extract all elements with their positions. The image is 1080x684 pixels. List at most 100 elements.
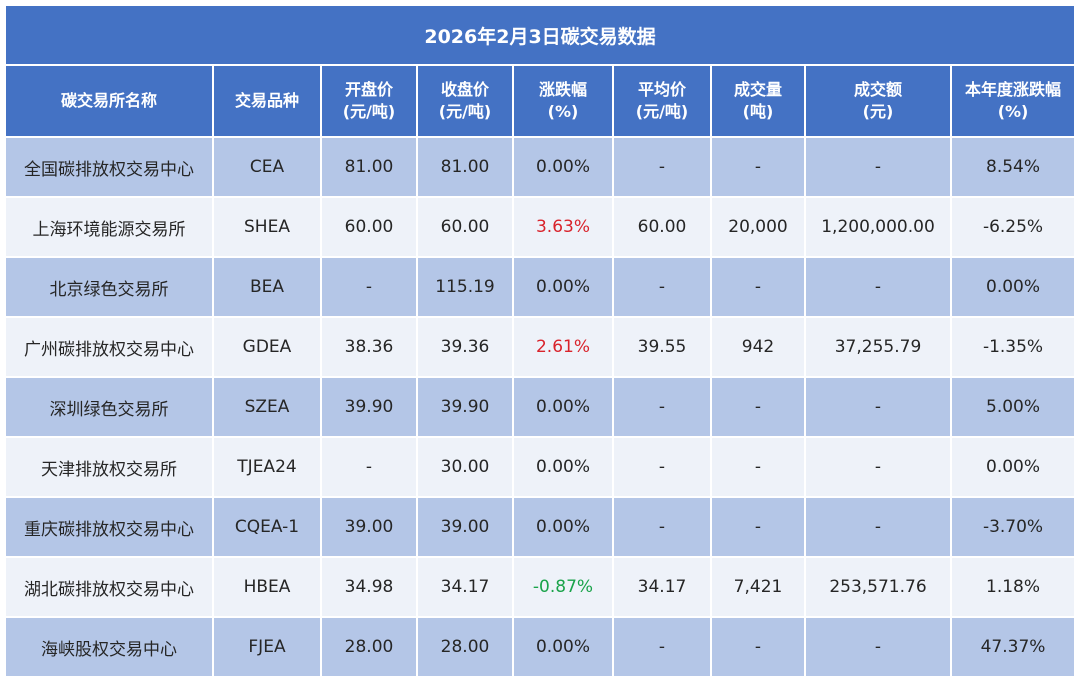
table-body: 全国碳排放权交易中心 CEA 81.00 81.00 0.00% - - -8.54% 上海环境… bbox=[4, 136, 1077, 678]
exchange-name-cell: 重庆碳排放权交易中心 bbox=[4, 496, 214, 558]
table-row: 重庆碳排放权交易中心 CQEA-1 39.00 39.00 0.00% - - - -3.70% bbox=[4, 496, 1077, 558]
table-row: 广州碳排放权交易中心 GDEA 38.36 39.36 2.61% 39.55 942 37,… bbox=[4, 316, 1077, 378]
column-header-title: 开盘价 bbox=[344, 80, 393, 99]
open-price-cell: - bbox=[320, 256, 418, 318]
close-price-cell: 39.90 bbox=[416, 376, 514, 438]
table-row: 湖北碳排放权交易中心 HBEA 34.98 34.17 -0.87% 34.17 7,421… bbox=[4, 556, 1077, 618]
change-cell: 0.00% bbox=[512, 436, 614, 498]
product-code-cell: TJEA24 bbox=[212, 436, 322, 498]
exchange-name-cell: 北京绿色交易所 bbox=[4, 256, 214, 318]
open-price-cell: - bbox=[320, 436, 418, 498]
exchange-name-cell: 湖北碳排放权交易中心 bbox=[4, 556, 214, 618]
volume-cell: 20,000 bbox=[710, 196, 806, 258]
column-header: 成交量 (吨) bbox=[710, 64, 806, 138]
product-code-cell: BEA bbox=[212, 256, 322, 318]
column-header-unit: (元/吨) bbox=[438, 102, 492, 121]
volume-cell: - bbox=[710, 496, 806, 558]
close-price-cell: 60.00 bbox=[416, 196, 514, 258]
ytd-change-cell: -6.25% bbox=[949, 196, 1077, 258]
close-price-cell: 34.17 bbox=[416, 556, 514, 618]
carbon-trading-table: 2026年2月3日碳交易数据 碳交易所名称 交易品种 开盘价 (元/吨) 收盘价 (元/吨… bbox=[3, 4, 1077, 678]
ytd-change-cell: -1.35% bbox=[949, 316, 1077, 378]
change-cell: 0.00% bbox=[512, 616, 614, 678]
volume-cell: - bbox=[710, 256, 806, 318]
average-price-cell: - bbox=[612, 376, 712, 438]
average-price-cell: 34.17 bbox=[612, 556, 712, 618]
product-code-cell: SZEA bbox=[212, 376, 322, 438]
product-code-cell: CEA bbox=[212, 136, 322, 198]
column-header-title: 平均价 bbox=[637, 80, 686, 99]
amount-cell: - bbox=[804, 496, 952, 558]
amount-cell: - bbox=[804, 256, 952, 318]
volume-cell: - bbox=[710, 376, 806, 438]
column-header-title: 收盘价 bbox=[440, 80, 489, 99]
volume-cell: - bbox=[710, 136, 806, 198]
change-cell: 0.00% bbox=[512, 376, 614, 438]
product-code-cell: GDEA bbox=[212, 316, 322, 378]
average-price-cell: - bbox=[612, 496, 712, 558]
amount-cell: - bbox=[804, 616, 952, 678]
ytd-change-cell: 0.00% bbox=[949, 436, 1077, 498]
ytd-change-cell: -3.70% bbox=[949, 496, 1077, 558]
column-header-title: 碳交易所名称 bbox=[60, 91, 157, 110]
column-header: 涨跌幅 (%) bbox=[512, 64, 614, 138]
column-header-unit: (元/吨) bbox=[342, 102, 396, 121]
amount-cell: - bbox=[804, 136, 952, 198]
volume-cell: - bbox=[710, 616, 806, 678]
table-row: 天津排放权交易所 TJEA24-30.00 0.00% - - -0.00% bbox=[4, 436, 1077, 498]
column-header-title: 成交额 bbox=[853, 80, 902, 99]
open-price-cell: 39.00 bbox=[320, 496, 418, 558]
column-header-unit: (%) bbox=[547, 102, 579, 121]
average-price-cell: - bbox=[612, 436, 712, 498]
exchange-name-cell: 海峡股权交易中心 bbox=[4, 616, 214, 678]
amount-cell: 1,200,000.00 bbox=[804, 196, 952, 258]
exchange-name-cell: 广州碳排放权交易中心 bbox=[4, 316, 214, 378]
exchange-name-cell: 天津排放权交易所 bbox=[4, 436, 214, 498]
open-price-cell: 38.36 bbox=[320, 316, 418, 378]
column-header: 碳交易所名称 bbox=[4, 64, 214, 138]
table-row: 上海环境能源交易所 SHEA 60.00 60.00 3.63% 60.00 20,000 1… bbox=[4, 196, 1077, 258]
table-title: 2026年2月3日碳交易数据 bbox=[3, 4, 1077, 66]
exchange-name-cell: 全国碳排放权交易中心 bbox=[4, 136, 214, 198]
column-header: 成交额 (元) bbox=[804, 64, 952, 138]
open-price-cell: 34.98 bbox=[320, 556, 418, 618]
change-cell: -0.87% bbox=[512, 556, 614, 618]
ytd-change-cell: 5.00% bbox=[949, 376, 1077, 438]
table-row: 深圳绿色交易所 SZEA 39.90 39.90 0.00% - - -5.00% bbox=[4, 376, 1077, 438]
ytd-change-cell: 47.37% bbox=[949, 616, 1077, 678]
volume-cell: - bbox=[710, 436, 806, 498]
column-header-unit: (%) bbox=[997, 102, 1029, 121]
table-row: 海峡股权交易中心 FJEA 28.00 28.00 0.00% - - -47.37% bbox=[4, 616, 1077, 678]
close-price-cell: 30.00 bbox=[416, 436, 514, 498]
product-code-cell: FJEA bbox=[212, 616, 322, 678]
open-price-cell: 39.90 bbox=[320, 376, 418, 438]
change-cell: 0.00% bbox=[512, 496, 614, 558]
change-cell: 0.00% bbox=[512, 256, 614, 318]
column-header: 开盘价 (元/吨) bbox=[320, 64, 418, 138]
amount-cell: 253,571.76 bbox=[804, 556, 952, 618]
average-price-cell: - bbox=[612, 616, 712, 678]
column-header-unit: (元/吨) bbox=[635, 102, 689, 121]
volume-cell: 942 bbox=[710, 316, 806, 378]
column-header: 平均价 (元/吨) bbox=[612, 64, 712, 138]
close-price-cell: 28.00 bbox=[416, 616, 514, 678]
close-price-cell: 115.19 bbox=[416, 256, 514, 318]
product-code-cell: HBEA bbox=[212, 556, 322, 618]
close-price-cell: 39.00 bbox=[416, 496, 514, 558]
ytd-change-cell: 0.00% bbox=[949, 256, 1077, 318]
average-price-cell: - bbox=[612, 136, 712, 198]
exchange-name-cell: 上海环境能源交易所 bbox=[4, 196, 214, 258]
amount-cell: - bbox=[804, 376, 952, 438]
column-header-unit: (元) bbox=[862, 102, 894, 121]
column-header: 收盘价 (元/吨) bbox=[416, 64, 514, 138]
amount-cell: 37,255.79 bbox=[804, 316, 952, 378]
change-cell: 0.00% bbox=[512, 136, 614, 198]
close-price-cell: 39.36 bbox=[416, 316, 514, 378]
average-price-cell: 60.00 bbox=[612, 196, 712, 258]
column-header-title: 本年度涨跌幅 bbox=[965, 80, 1062, 99]
column-header-unit: (吨) bbox=[742, 102, 774, 121]
open-price-cell: 60.00 bbox=[320, 196, 418, 258]
carbon-trading-table-container: 2026年2月3日碳交易数据 碳交易所名称 交易品种 开盘价 (元/吨) 收盘价 (元/吨… bbox=[3, 4, 1077, 680]
product-code-cell: SHEA bbox=[212, 196, 322, 258]
change-cell: 3.63% bbox=[512, 196, 614, 258]
